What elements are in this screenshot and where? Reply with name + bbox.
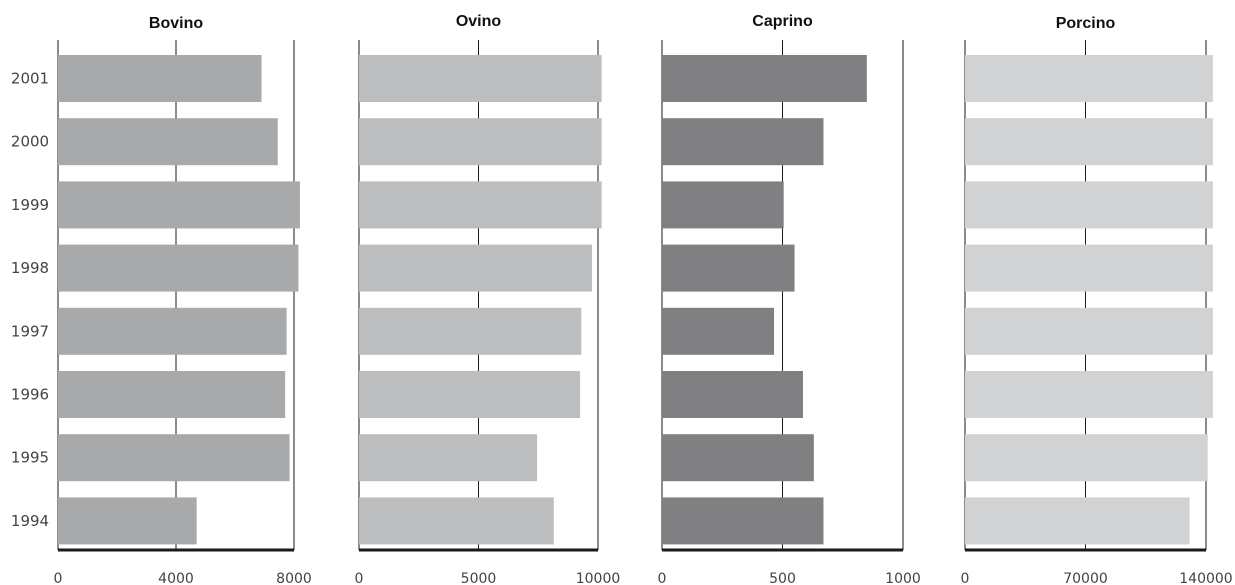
bar-ovino-1997 — [359, 307, 582, 355]
bar-ovino-2000 — [359, 118, 602, 166]
bar-bovino-1997 — [58, 307, 287, 355]
year-label-1997: 1997 — [11, 322, 49, 340]
bar-bovino-1994 — [58, 497, 197, 545]
bar-ovino-2001 — [359, 55, 602, 102]
tick-label-caprino-1: 500 — [769, 571, 796, 585]
bar-bovino-1999 — [58, 181, 300, 229]
tick-label-ovino-0: 0 — [355, 571, 364, 585]
bar-caprino-1998 — [662, 244, 795, 292]
bar-bovino-1995 — [58, 434, 290, 482]
bar-caprino-2000 — [662, 118, 824, 166]
bar-bovino-1998 — [58, 244, 299, 292]
bar-ovino-1995 — [359, 434, 538, 482]
tick-label-ovino-2: 10000 — [576, 571, 621, 585]
bar-porcino-1996 — [965, 371, 1213, 418]
bar-porcino-1997 — [965, 307, 1213, 355]
tick-label-porcino-2: 140000 — [1179, 571, 1232, 585]
bar-caprino-2001 — [662, 55, 867, 102]
tick-label-porcino-0: 0 — [961, 571, 970, 585]
tick-label-bovino-0: 0 — [54, 571, 63, 585]
year-label-1998: 1998 — [11, 259, 49, 277]
bar-porcino-1999 — [965, 181, 1213, 229]
bar-caprino-1995 — [662, 434, 814, 482]
year-label-1999: 1999 — [11, 196, 49, 214]
bar-porcino-1998 — [965, 244, 1213, 292]
tick-label-porcino-1: 70000 — [1063, 571, 1108, 585]
bar-caprino-1996 — [662, 371, 803, 418]
panel-title-caprino: Caprino — [752, 13, 813, 30]
year-label-2000: 2000 — [11, 133, 49, 151]
bar-bovino-1996 — [58, 371, 286, 418]
tick-label-caprino-2: 1000 — [885, 571, 921, 585]
year-label-2001: 2001 — [11, 70, 49, 88]
panel-title-porcino: Porcino — [1056, 15, 1116, 32]
tick-label-ovino-1: 5000 — [461, 571, 497, 585]
bar-ovino-1998 — [359, 244, 593, 292]
tick-label-bovino-1: 4000 — [158, 571, 194, 585]
bar-ovino-1999 — [359, 181, 602, 229]
bar-bovino-2001 — [58, 55, 262, 102]
panel-title-ovino: Ovino — [456, 13, 502, 30]
year-label-1995: 1995 — [11, 449, 49, 467]
bar-porcino-1994 — [965, 497, 1190, 545]
bar-porcino-2000 — [965, 118, 1213, 166]
panel-title-bovino: Bovino — [149, 15, 203, 32]
year-label-1994: 1994 — [11, 512, 49, 530]
tick-label-bovino-2: 8000 — [276, 571, 312, 585]
bar-caprino-1994 — [662, 497, 824, 545]
bar-porcino-1995 — [965, 434, 1208, 482]
bar-ovino-1996 — [359, 371, 581, 418]
bar-caprino-1997 — [662, 307, 775, 355]
year-label-1996: 1996 — [11, 386, 49, 404]
bar-caprino-1999 — [662, 181, 784, 229]
tick-label-caprino-0: 0 — [658, 571, 667, 585]
bar-porcino-2001 — [965, 55, 1213, 102]
bar-ovino-1994 — [359, 497, 554, 545]
bar-bovino-2000 — [58, 118, 278, 166]
